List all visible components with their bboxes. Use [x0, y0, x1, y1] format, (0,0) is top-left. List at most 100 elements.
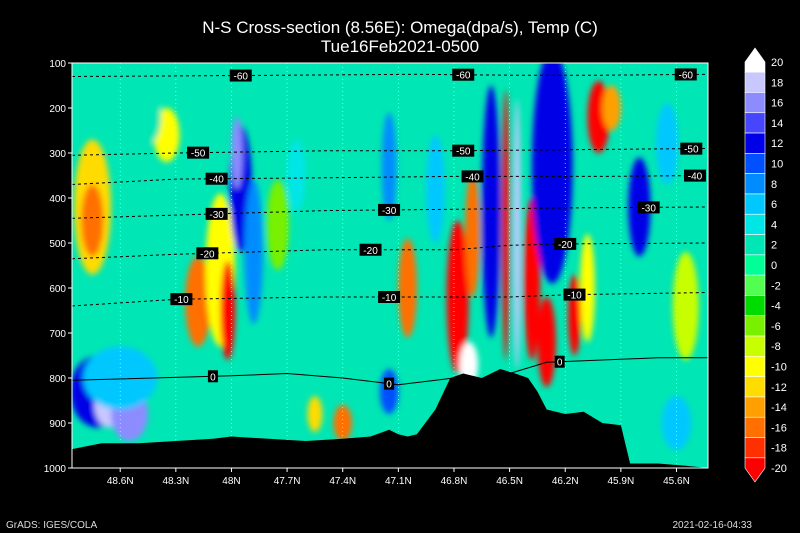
svg-text:-60: -60 — [234, 72, 249, 83]
colorbar-label-5: 10 — [771, 159, 783, 171]
isotherm-label--30-0: -30 — [205, 207, 228, 221]
y-tick-label-500: 500 — [49, 239, 66, 250]
colorbar-swatch-15 — [744, 356, 766, 377]
omega-cell-18 — [313, 99, 336, 207]
omega-cell-39 — [656, 103, 679, 185]
isotherm-label--60-2: -60 — [674, 68, 697, 81]
colorbar-label-19: -18 — [771, 443, 787, 455]
svg-text:-20: -20 — [363, 246, 378, 257]
omega-cell-28 — [502, 90, 510, 360]
colorbar-swatch-6 — [744, 173, 766, 195]
x-tick-label-1: 48.3N — [162, 476, 189, 487]
isotherm-label--40-2: -40 — [684, 169, 707, 183]
y-tick-label-1000: 1000 — [44, 464, 67, 475]
colorbar-swatch-4 — [744, 132, 766, 154]
colorbar-swatch-0 — [744, 47, 766, 73]
omega-cell-30 — [523, 198, 541, 360]
isotherm-label--20-0: -20 — [196, 247, 219, 260]
omega-cell-10 — [231, 117, 243, 189]
y-tick-label-400: 400 — [49, 194, 66, 205]
x-tick-label-9: 45.9N — [608, 476, 635, 487]
omega-cell-29 — [513, 99, 521, 369]
colorbar-label-8: 4 — [771, 219, 777, 231]
y-tick-label-800: 800 — [49, 374, 66, 385]
svg-text:-10: -10 — [174, 295, 189, 306]
isotherm-label-0-0: 0 — [207, 370, 218, 383]
isotherm-label--20-2: -20 — [554, 237, 577, 251]
colorbar-label-16: -12 — [771, 382, 787, 394]
omega-cell-22 — [426, 135, 445, 243]
colorbar-swatch-5 — [744, 153, 766, 174]
colorbar-label-11: -2 — [771, 280, 781, 292]
y-tick-label-300: 300 — [49, 149, 66, 160]
colorbar-label-4: 12 — [771, 138, 783, 150]
isotherm-label--10-0: -10 — [170, 293, 193, 306]
isotherm-label--60-0: -60 — [229, 69, 252, 83]
plot-frame — [71, 62, 709, 469]
colorbar-label-20: -20 — [771, 463, 787, 475]
x-tick-label-0: 48.6N — [107, 476, 134, 487]
isotherm--40 — [72, 175, 708, 185]
colorbar-label-2: 16 — [771, 98, 783, 110]
colorbar-swatch-12 — [744, 295, 766, 317]
colorbar-swatch-13 — [744, 315, 766, 337]
omega-cell-33 — [531, 63, 573, 284]
colorbar-swatch-9 — [744, 234, 766, 256]
isotherm-label--30-2: -30 — [637, 201, 660, 214]
colorbar-label-0: 20 — [771, 57, 783, 69]
svg-text:-10: -10 — [382, 293, 397, 304]
omega-cell-1 — [81, 184, 104, 257]
y-tick-label-900: 900 — [49, 419, 66, 430]
omega-cell-27 — [481, 85, 501, 338]
omega-cell-21 — [379, 369, 399, 414]
isotherm--30 — [72, 206, 708, 219]
omega-cell-35 — [580, 234, 595, 342]
isotherm-label--40-1: -40 — [461, 170, 484, 183]
colorbar-label-14: -8 — [771, 341, 781, 353]
colorbar-swatch-16 — [744, 376, 766, 398]
svg-text:0: 0 — [210, 372, 216, 383]
svg-text:0: 0 — [557, 358, 563, 369]
isotherm-label--40-0: -40 — [205, 172, 228, 186]
svg-text:-20: -20 — [200, 249, 215, 260]
x-tick-label-3: 47.7N — [274, 476, 301, 487]
svg-text:-60: -60 — [456, 71, 471, 82]
colorbar-label-15: -10 — [771, 362, 787, 374]
x-tick-label-10: 45.6N — [663, 476, 690, 487]
svg-text:-50: -50 — [684, 145, 699, 156]
colorbar-swatch-1 — [744, 71, 766, 93]
x-tick-label-7: 46.5N — [496, 476, 523, 487]
isotherm-label--10-1: -10 — [378, 291, 401, 304]
colorbar-label-1: 18 — [771, 77, 783, 89]
svg-text:-40: -40 — [465, 172, 480, 183]
colorbar-label-9: 2 — [771, 240, 777, 252]
y-tick-label-600: 600 — [49, 284, 66, 295]
colorbar-swatch-2 — [744, 92, 766, 114]
x-tick-label-4: 47.4N — [329, 476, 356, 487]
omega-cell-31 — [537, 297, 556, 387]
omega-cell-19 — [381, 112, 397, 221]
svg-text:-30: -30 — [382, 206, 397, 217]
omega-cell-40 — [672, 252, 699, 360]
svg-text:-20: -20 — [558, 240, 573, 251]
footer-credit: GrADS: IGES/COLA — [6, 520, 98, 531]
isotherm-label--50-1: -50 — [452, 144, 475, 158]
svg-text:-30: -30 — [209, 210, 224, 221]
colorbar-label-13: -6 — [771, 321, 781, 333]
omega-cell-13 — [135, 90, 162, 144]
y-axis: 100 200 300 400 500 600 700 800 900 1000 — [44, 59, 72, 475]
omega-cell-8 — [220, 261, 236, 360]
x-axis: 48.6N 48.3N 48N 47.7N 47.4N 47.1N 46.8N 46.5N 46… — [107, 468, 690, 487]
omega-cell-34 — [568, 274, 581, 356]
omega-cell-6 — [185, 256, 212, 347]
colorbar-swatch-20 — [744, 457, 766, 483]
omega-cell-14 — [266, 180, 289, 270]
svg-text:-40: -40 — [209, 175, 224, 186]
colorbar-swatch-19 — [744, 437, 766, 459]
colorbar-label-10: 0 — [771, 260, 777, 272]
y-tick-label-700: 700 — [49, 329, 66, 340]
chart-subtitle: Tue16Feb2021-0500 — [320, 37, 480, 56]
svg-text:0: 0 — [386, 380, 392, 391]
isotherm-label-0-2: 0 — [554, 355, 565, 369]
y-tick-label-100: 100 — [49, 59, 66, 70]
